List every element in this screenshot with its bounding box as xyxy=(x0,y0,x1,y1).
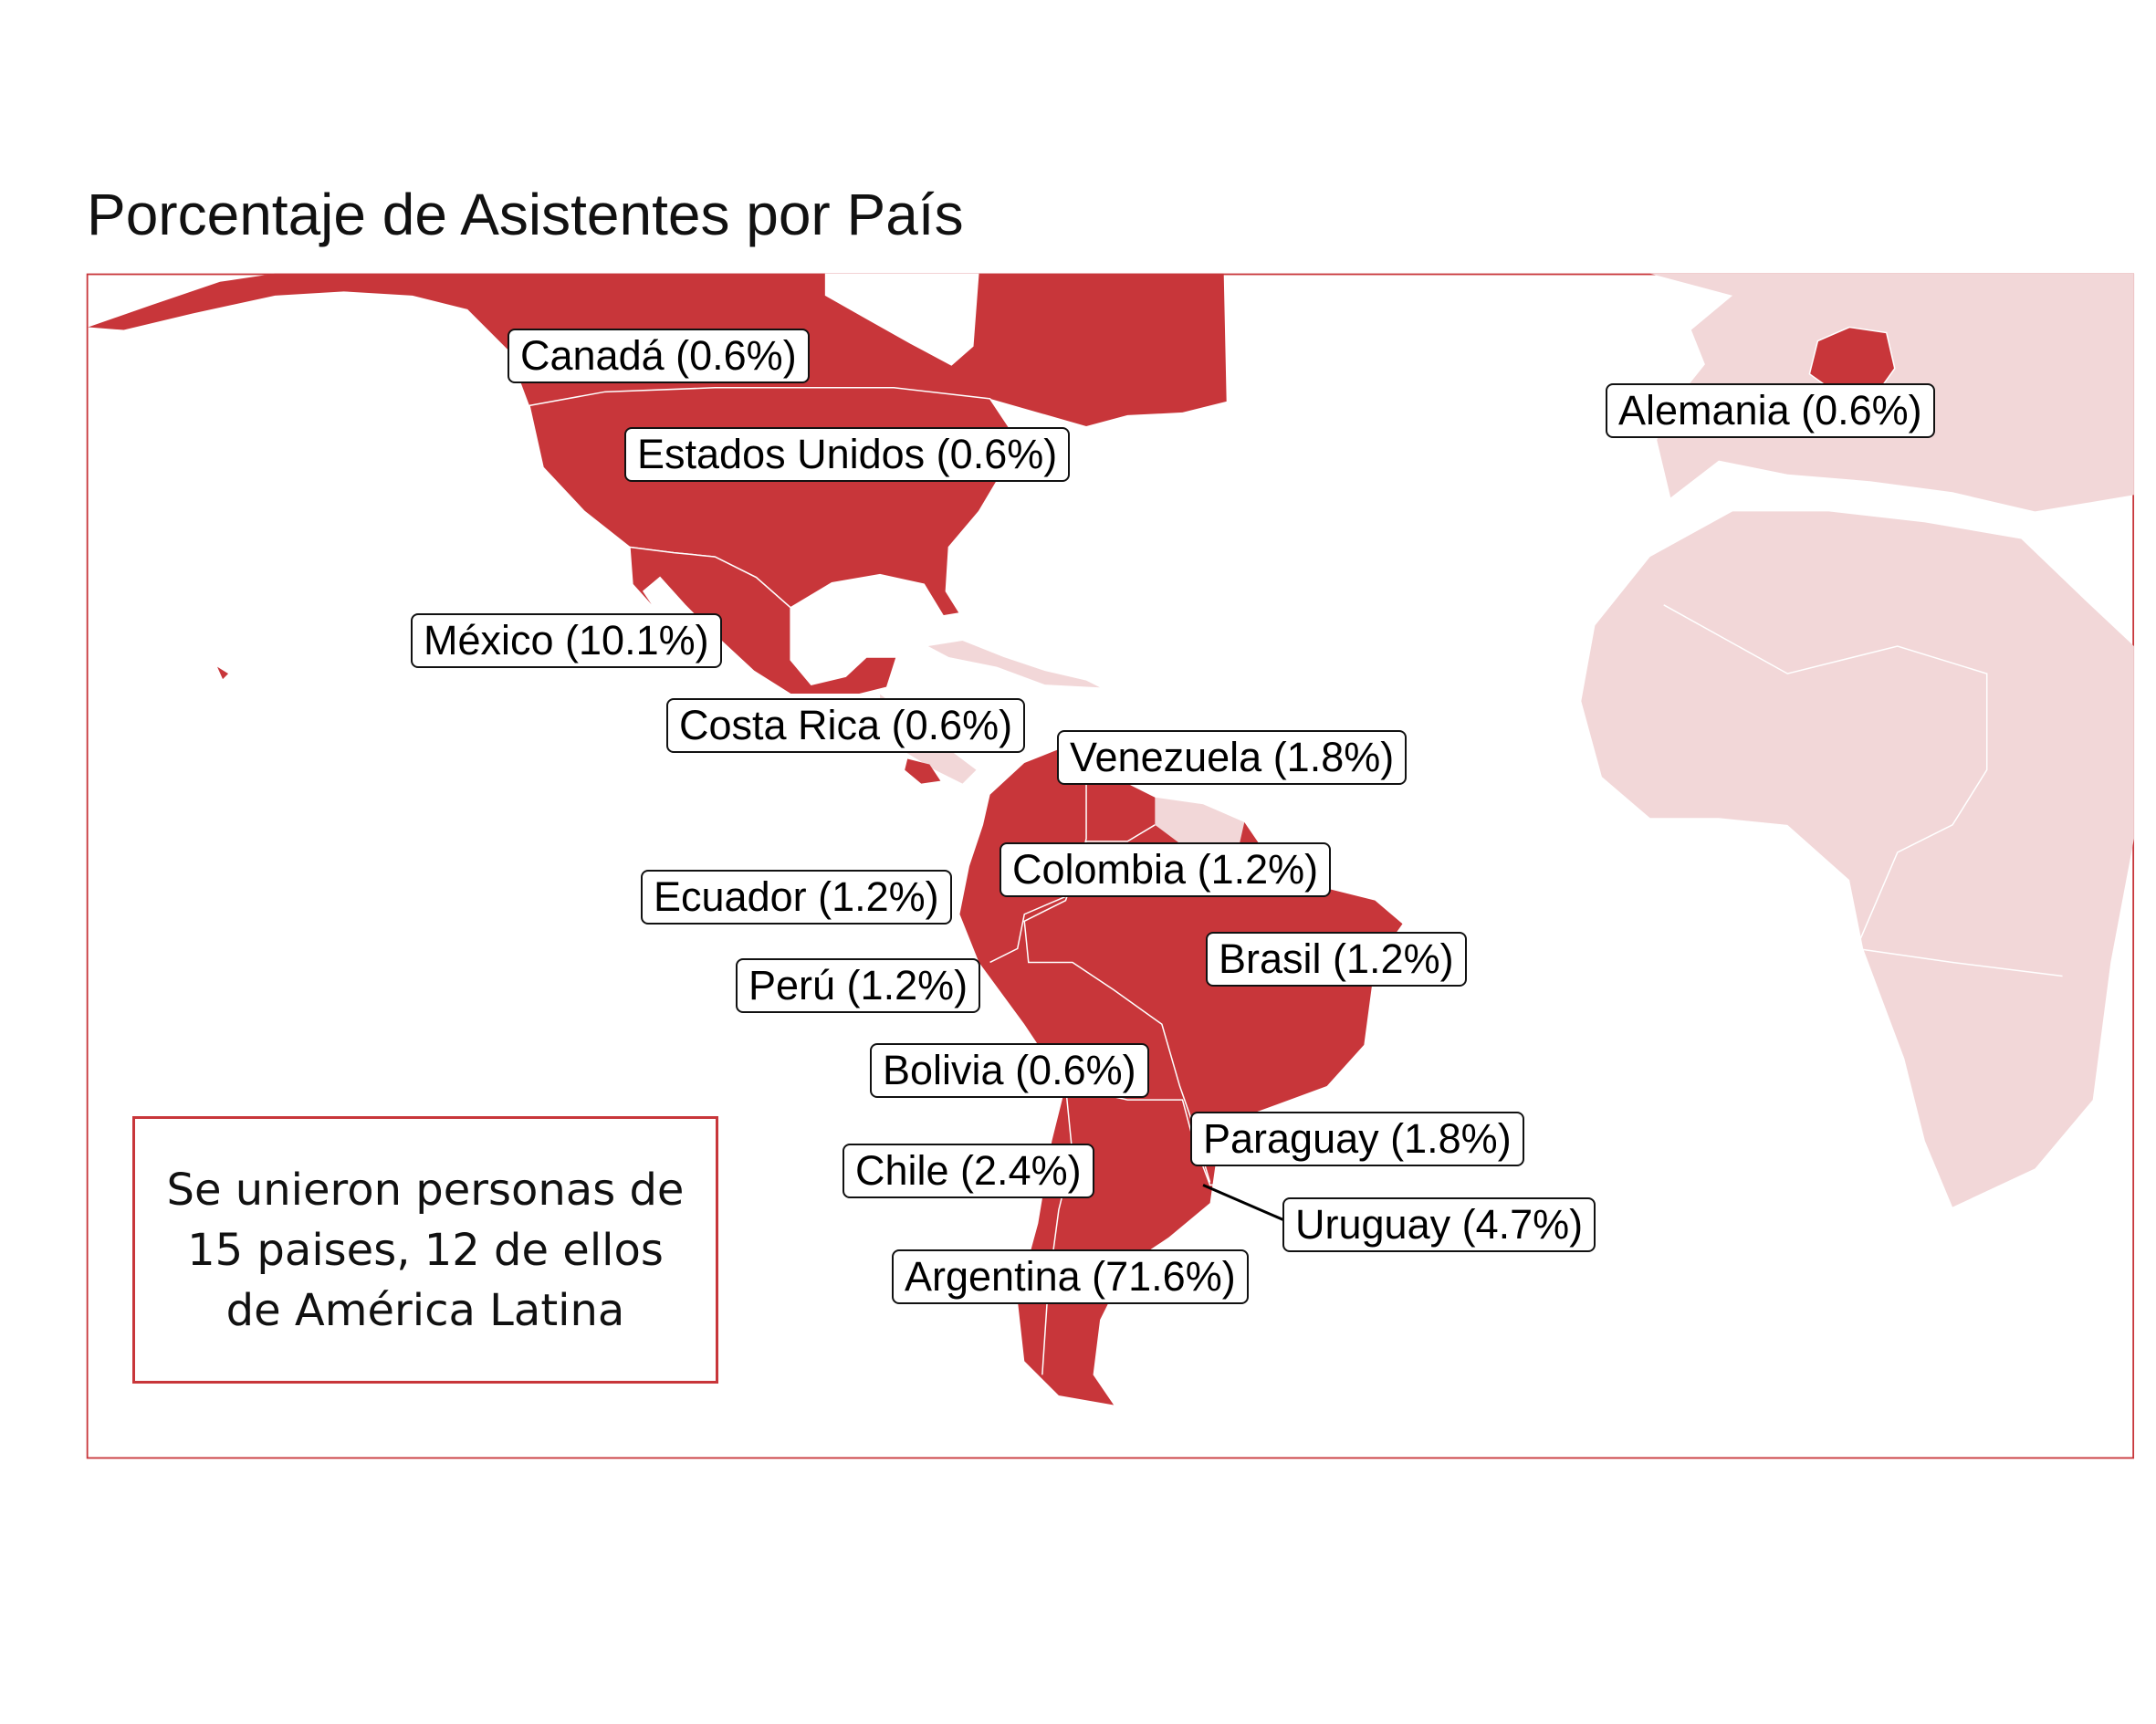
country-borders-south-america xyxy=(989,783,1087,964)
country-borders-chile xyxy=(1041,1085,1073,1375)
label-mexico: México (10.1%) xyxy=(411,613,722,668)
country-alemania xyxy=(1808,326,1896,389)
label-chile: Chile (2.4%) xyxy=(843,1144,1094,1198)
country-estados-unidos xyxy=(529,387,1019,617)
country-africa xyxy=(1581,511,2134,1207)
caption-text: Se unieron personas de 15 paises, 12 de … xyxy=(166,1164,685,1336)
label-costa-rica: Costa Rica (0.6%) xyxy=(666,698,1026,753)
label-canada: Canadá (0.6%) xyxy=(508,329,810,383)
country-borders-africa xyxy=(1663,604,2063,977)
country-borders-brasil xyxy=(1023,824,1211,1183)
country-caribbean xyxy=(927,640,1101,688)
label-ecuador: Ecuador (1.2%) xyxy=(641,870,952,925)
label-alemania: Alemania (0.6%) xyxy=(1606,383,1935,438)
country-costa-rica xyxy=(905,758,941,784)
label-uruguay: Uruguay (4.7%) xyxy=(1282,1197,1596,1252)
country-hawaii xyxy=(217,666,229,680)
label-venezuela: Venezuela (1.8%) xyxy=(1057,730,1408,785)
label-brasil: Brasil (1.2%) xyxy=(1206,932,1467,987)
map-title: Porcentaje de Asistentes por País xyxy=(87,182,964,247)
country-mexico xyxy=(629,546,898,695)
uruguay-leader-line xyxy=(1202,1184,1287,1223)
hudson-bay xyxy=(824,273,979,366)
label-colombia: Colombia (1.2%) xyxy=(1000,842,1332,897)
label-argentina: Argentina (71.6%) xyxy=(892,1249,1249,1304)
label-peru: Perú (1.2%) xyxy=(736,958,981,1013)
label-estados-unidos: Estados Unidos (0.6%) xyxy=(624,427,1071,482)
country-south-america xyxy=(959,748,1403,1405)
label-paraguay: Paraguay (1.8%) xyxy=(1190,1112,1524,1166)
label-bolivia: Bolivia (0.6%) xyxy=(870,1043,1149,1098)
country-guyanas xyxy=(1155,797,1245,852)
caption-box: Se unieron personas de 15 paises, 12 de … xyxy=(132,1116,718,1384)
